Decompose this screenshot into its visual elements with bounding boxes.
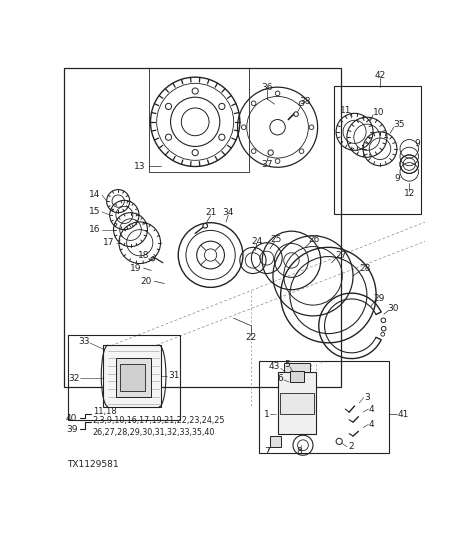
Text: 5: 5 xyxy=(285,360,291,369)
Bar xyxy=(68,335,180,420)
Text: 9: 9 xyxy=(395,174,401,183)
Circle shape xyxy=(251,149,256,153)
Text: 4: 4 xyxy=(369,420,374,429)
Text: 42: 42 xyxy=(374,71,386,80)
Text: 32: 32 xyxy=(69,374,80,383)
Bar xyxy=(270,436,281,447)
Text: 12: 12 xyxy=(403,189,415,198)
Text: 31: 31 xyxy=(168,372,180,380)
Text: 6: 6 xyxy=(277,374,283,383)
Text: 4: 4 xyxy=(369,405,374,413)
Bar xyxy=(290,371,304,382)
Text: 43: 43 xyxy=(269,362,280,371)
Text: 18: 18 xyxy=(137,250,149,260)
Text: 33: 33 xyxy=(78,337,89,346)
Bar xyxy=(278,372,316,434)
Text: 28: 28 xyxy=(359,264,370,273)
Text: 36: 36 xyxy=(261,83,273,92)
Bar xyxy=(259,360,389,453)
Text: 8: 8 xyxy=(296,447,302,456)
Circle shape xyxy=(165,134,172,140)
Text: 26: 26 xyxy=(309,235,320,244)
Circle shape xyxy=(275,91,280,96)
Circle shape xyxy=(219,134,225,140)
Bar xyxy=(103,345,161,407)
Text: 40: 40 xyxy=(66,414,77,423)
Text: 37: 37 xyxy=(261,160,273,169)
Bar xyxy=(149,68,249,172)
Text: 7: 7 xyxy=(264,447,270,456)
Bar xyxy=(116,358,151,397)
Text: 25: 25 xyxy=(270,235,282,244)
Circle shape xyxy=(299,101,304,106)
Circle shape xyxy=(275,159,280,163)
Text: 14: 14 xyxy=(89,191,100,200)
Text: 19: 19 xyxy=(130,264,141,273)
Text: 22: 22 xyxy=(246,333,257,342)
Text: TX1129581: TX1129581 xyxy=(66,460,118,469)
Text: 2,3,9,10,16,17,19,21,22,23,24,25
26,27,28,29,30,31,32,33,35,40: 2,3,9,10,16,17,19,21,22,23,24,25 26,27,2… xyxy=(93,417,225,437)
Text: 13: 13 xyxy=(134,162,145,171)
Text: 41: 41 xyxy=(397,410,409,419)
Circle shape xyxy=(241,125,246,130)
Bar xyxy=(284,363,310,372)
Text: 10: 10 xyxy=(373,108,384,117)
Text: 20: 20 xyxy=(140,277,151,286)
Circle shape xyxy=(192,150,198,156)
Text: 9: 9 xyxy=(414,139,420,148)
Bar xyxy=(120,364,145,391)
Text: 11,18: 11,18 xyxy=(93,407,117,416)
Text: 1: 1 xyxy=(264,410,270,419)
Text: 34: 34 xyxy=(223,208,234,217)
Text: 17: 17 xyxy=(103,238,114,247)
Circle shape xyxy=(192,88,198,94)
Text: 29: 29 xyxy=(374,294,385,303)
Text: 3: 3 xyxy=(364,393,370,402)
Text: 35: 35 xyxy=(393,120,405,129)
Text: 38: 38 xyxy=(300,97,311,106)
Text: 15: 15 xyxy=(89,207,100,216)
Text: 2: 2 xyxy=(349,442,354,451)
Circle shape xyxy=(219,104,225,109)
Bar xyxy=(334,85,421,214)
Text: 27: 27 xyxy=(336,250,347,260)
Circle shape xyxy=(165,104,172,109)
Circle shape xyxy=(251,101,256,106)
Text: 30: 30 xyxy=(387,304,399,313)
Bar xyxy=(280,393,314,414)
Circle shape xyxy=(299,149,304,153)
Bar xyxy=(64,68,341,388)
Text: 24: 24 xyxy=(251,237,263,246)
Text: 39: 39 xyxy=(66,425,77,434)
Text: 11: 11 xyxy=(339,106,351,115)
Text: 21: 21 xyxy=(205,208,216,217)
Circle shape xyxy=(309,125,314,130)
Text: 16: 16 xyxy=(89,225,100,234)
